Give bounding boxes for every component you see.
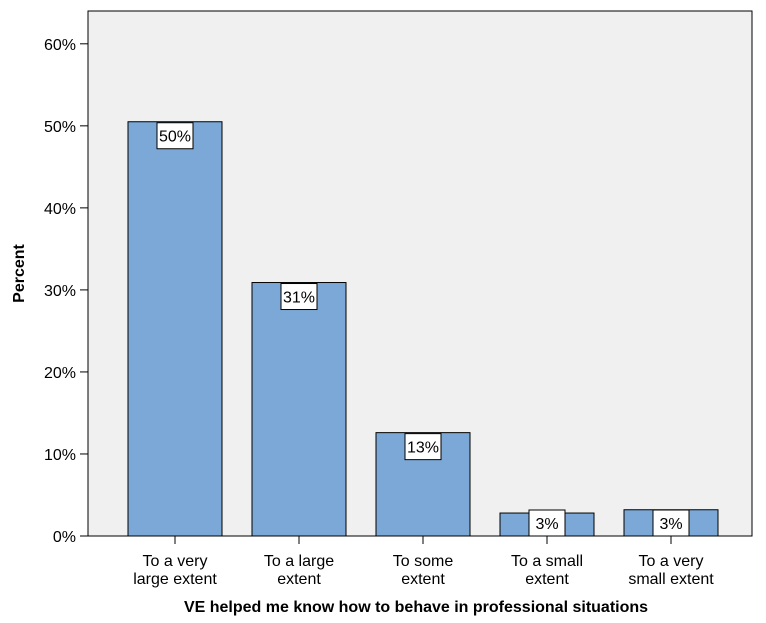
bar-0	[127, 121, 223, 537]
y-tick-label-2: 20%	[44, 365, 76, 382]
y-axis: 0% 10% 20% 30% 40% 50% 60%	[44, 37, 88, 546]
x-tick-label-4: To a very small extent	[628, 553, 714, 588]
x-tick-label-2: To some extent	[393, 553, 454, 588]
data-label-3: 3%	[535, 516, 558, 533]
y-tick-label-4: 40%	[44, 201, 76, 218]
data-label-box-2	[404, 433, 442, 461]
y-tick-label-0: 0%	[53, 529, 76, 546]
y-tick-label-1: 10%	[44, 447, 76, 464]
y-tick-label-5: 50%	[44, 119, 76, 136]
data-label-box-0	[156, 122, 194, 150]
data-label-2: 13%	[407, 440, 439, 457]
y-tick-label-3: 30%	[44, 283, 76, 300]
bars-group	[127, 121, 719, 537]
x-tick-label-3: To a small extent	[511, 553, 583, 588]
data-label-4: 3%	[659, 516, 682, 533]
y-axis-title: Percent	[11, 243, 28, 302]
bar-1	[251, 282, 347, 537]
x-tick-label-1: To a large extent	[264, 553, 334, 588]
x-axis: To a very large extent To a large extent To …	[133, 536, 714, 588]
y-tick-label-6: 60%	[44, 37, 76, 54]
data-label-1: 31%	[283, 290, 315, 307]
data-labels-group: 50% 31% 13% 3% 3%	[156, 122, 690, 537]
data-label-box-4	[652, 509, 690, 537]
data-label-0: 50%	[159, 129, 191, 146]
x-axis-title: VE helped me know how to behave in profe…	[184, 599, 648, 616]
data-label-box-1	[280, 283, 318, 311]
x-tick-label-0: To a very large extent	[133, 553, 217, 588]
